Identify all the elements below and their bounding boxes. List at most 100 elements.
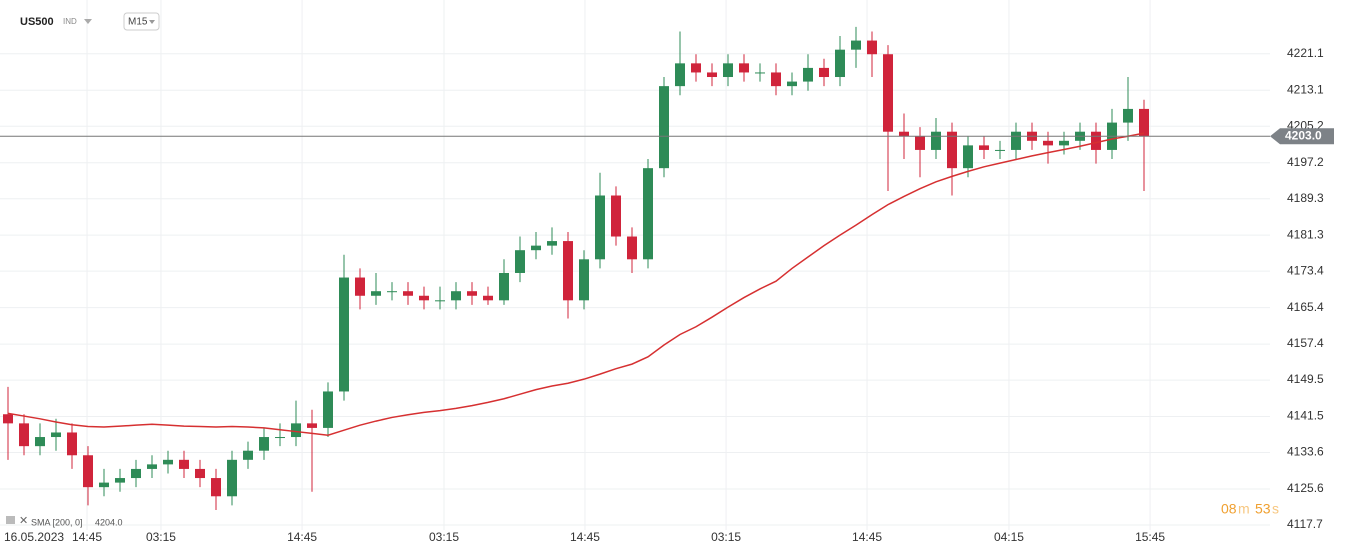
- candle-body: [931, 131, 941, 150]
- candle-body: [979, 145, 989, 150]
- candle-body: [995, 149, 1005, 151]
- candle-body: [35, 437, 45, 447]
- y-tick-label: 4157.4: [1287, 336, 1324, 350]
- plot: [0, 26, 1270, 510]
- timer-second-unit: s: [1272, 501, 1279, 517]
- y-tick-label: 4125.6: [1287, 481, 1324, 495]
- y-tick-label: 4221.1: [1287, 46, 1324, 60]
- date-label: 16.05.2023: [4, 530, 64, 544]
- y-tick-label: 4117.7: [1287, 517, 1323, 531]
- candle-body: [339, 277, 349, 392]
- instrument-type: IND: [63, 17, 77, 26]
- timeframe-arrow: [149, 20, 155, 24]
- candle-body: [467, 291, 477, 296]
- candle-body: [803, 67, 813, 82]
- grid: [0, 0, 1270, 530]
- x-tick-label: 03:15: [146, 530, 176, 544]
- indicator-icon[interactable]: [6, 516, 15, 524]
- candle-body: [179, 459, 189, 469]
- candle-body: [131, 468, 141, 479]
- candle-body: [19, 423, 29, 447]
- candle-body: [851, 40, 861, 50]
- candle-body: [99, 482, 109, 488]
- candle-body: [659, 86, 669, 169]
- candle-body: [611, 195, 621, 237]
- candle-body: [915, 136, 925, 150]
- x-tick-label: 03:15: [429, 530, 459, 544]
- indicator-value: 4204.0: [95, 517, 123, 527]
- y-tick-label: 4133.6: [1287, 445, 1324, 459]
- candle-body: [675, 63, 685, 87]
- candle-body: [387, 291, 397, 293]
- timeframe-button[interactable]: [123, 12, 160, 31]
- x-tick-label: 14:45: [287, 530, 317, 544]
- candle-body: [963, 145, 973, 169]
- current-price-label: 4203.0: [1285, 128, 1322, 142]
- candle-body: [515, 250, 525, 273]
- candle-body: [643, 168, 653, 260]
- candle-body: [883, 54, 893, 132]
- candle-body: [51, 432, 61, 438]
- candle-body: [163, 459, 173, 465]
- timer-minutes: 08: [1221, 501, 1237, 517]
- candle-body: [291, 423, 301, 438]
- candle-body: [867, 40, 877, 55]
- dropdown-arrow[interactable]: [84, 19, 92, 24]
- candle-body: [1011, 131, 1021, 150]
- candle-body: [499, 272, 509, 301]
- candle-body: [403, 291, 413, 296]
- candle-body: [243, 450, 253, 460]
- x-tick-label: 03:15: [711, 530, 741, 544]
- candle-body: [259, 437, 269, 451]
- candle-body: [451, 291, 461, 301]
- candle-body: [595, 195, 605, 260]
- y-tick-label: 4181.3: [1287, 227, 1324, 241]
- y-tick-label: 4189.3: [1287, 191, 1324, 205]
- candle-body: [227, 459, 237, 497]
- candle-body: [819, 67, 829, 78]
- candle-body: [547, 241, 557, 246]
- candle-body: [275, 437, 285, 439]
- x-tick-label: 04:15: [994, 530, 1024, 544]
- candle-body: [1139, 108, 1149, 137]
- x-tick-label: 14:45: [852, 530, 882, 544]
- timer-minute-unit: m: [1238, 501, 1250, 517]
- close-indicator[interactable]: ✕: [19, 515, 28, 527]
- timer-seconds: 53: [1255, 501, 1271, 517]
- candle-body: [1059, 140, 1069, 146]
- candle-body: [691, 63, 701, 73]
- candle-body: [323, 391, 333, 428]
- candle-body: [419, 295, 429, 301]
- candle-body: [723, 63, 733, 78]
- candle-body: [947, 131, 957, 169]
- symbol[interactable]: US500: [20, 16, 54, 28]
- candle-body: [787, 81, 797, 87]
- candle-body: [195, 468, 205, 479]
- candle-body: [355, 277, 365, 296]
- candle-body: [1091, 131, 1101, 150]
- candle-body: [307, 423, 317, 428]
- candle-body: [563, 241, 573, 301]
- candle-body: [67, 432, 77, 456]
- y-tick-label: 4197.2: [1287, 155, 1324, 169]
- y-tick-label: 4173.4: [1287, 263, 1324, 277]
- candle-body: [483, 295, 493, 301]
- candle-body: [211, 478, 221, 497]
- candle-body: [755, 72, 765, 74]
- candle-body: [1123, 108, 1133, 123]
- candle-body: [83, 455, 93, 488]
- candle-body: [115, 478, 125, 483]
- timeframe[interactable]: M15: [128, 17, 148, 28]
- candle-body: [899, 131, 909, 137]
- candle-body: [627, 236, 637, 260]
- y-tick-label: 4165.4: [1287, 300, 1324, 314]
- y-tick-label: 4213.1: [1287, 82, 1324, 96]
- sma-line: [7, 132, 1145, 436]
- current-price-box: [1270, 128, 1334, 145]
- x-tick-label: 15:45: [1135, 530, 1165, 544]
- candle-body: [739, 63, 749, 73]
- candle-body: [579, 259, 589, 301]
- y-tick-label: 4149.5: [1287, 372, 1324, 386]
